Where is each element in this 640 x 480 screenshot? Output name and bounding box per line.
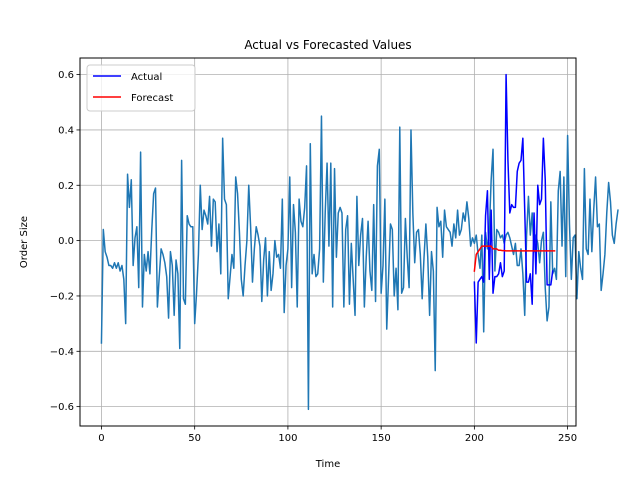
history-series-line — [100, 115, 619, 411]
x-axis-title: Time — [315, 459, 340, 470]
x-tick-label: 0 — [98, 433, 104, 444]
y-tick-label: −0.6 — [50, 402, 74, 413]
chart-title: Actual vs Forecasted Values — [244, 38, 411, 52]
y-tick-label: 0.6 — [58, 70, 74, 81]
y-tick-label: 0.4 — [58, 125, 74, 136]
x-tick-label: 50 — [188, 433, 201, 444]
y-tick-label: 0.2 — [58, 181, 74, 192]
x-tick-label: 150 — [372, 433, 391, 444]
x-axis: 0 50 100 150 200 250 — [98, 426, 577, 444]
series-layer — [100, 73, 619, 411]
y-axis: −0.6 −0.4 −0.2 0.0 0.2 0.4 0.6 — [50, 70, 80, 413]
x-tick-label: 200 — [465, 433, 484, 444]
legend-forecast-label: Forecast — [131, 93, 173, 104]
y-axis-title: Order Size — [19, 216, 30, 268]
plot-frame — [79, 57, 577, 427]
forecast-series-line — [473, 245, 556, 272]
legend: Actual Forecast — [86, 64, 196, 112]
actual-series-line — [473, 73, 554, 344]
legend-actual-label: Actual — [131, 72, 162, 83]
y-tick-label: −0.4 — [50, 347, 74, 358]
y-tick-label: 0.0 — [58, 236, 74, 247]
y-tick-label: −0.2 — [50, 291, 74, 302]
x-tick-label: 250 — [558, 433, 577, 444]
x-tick-label: 100 — [278, 433, 297, 444]
